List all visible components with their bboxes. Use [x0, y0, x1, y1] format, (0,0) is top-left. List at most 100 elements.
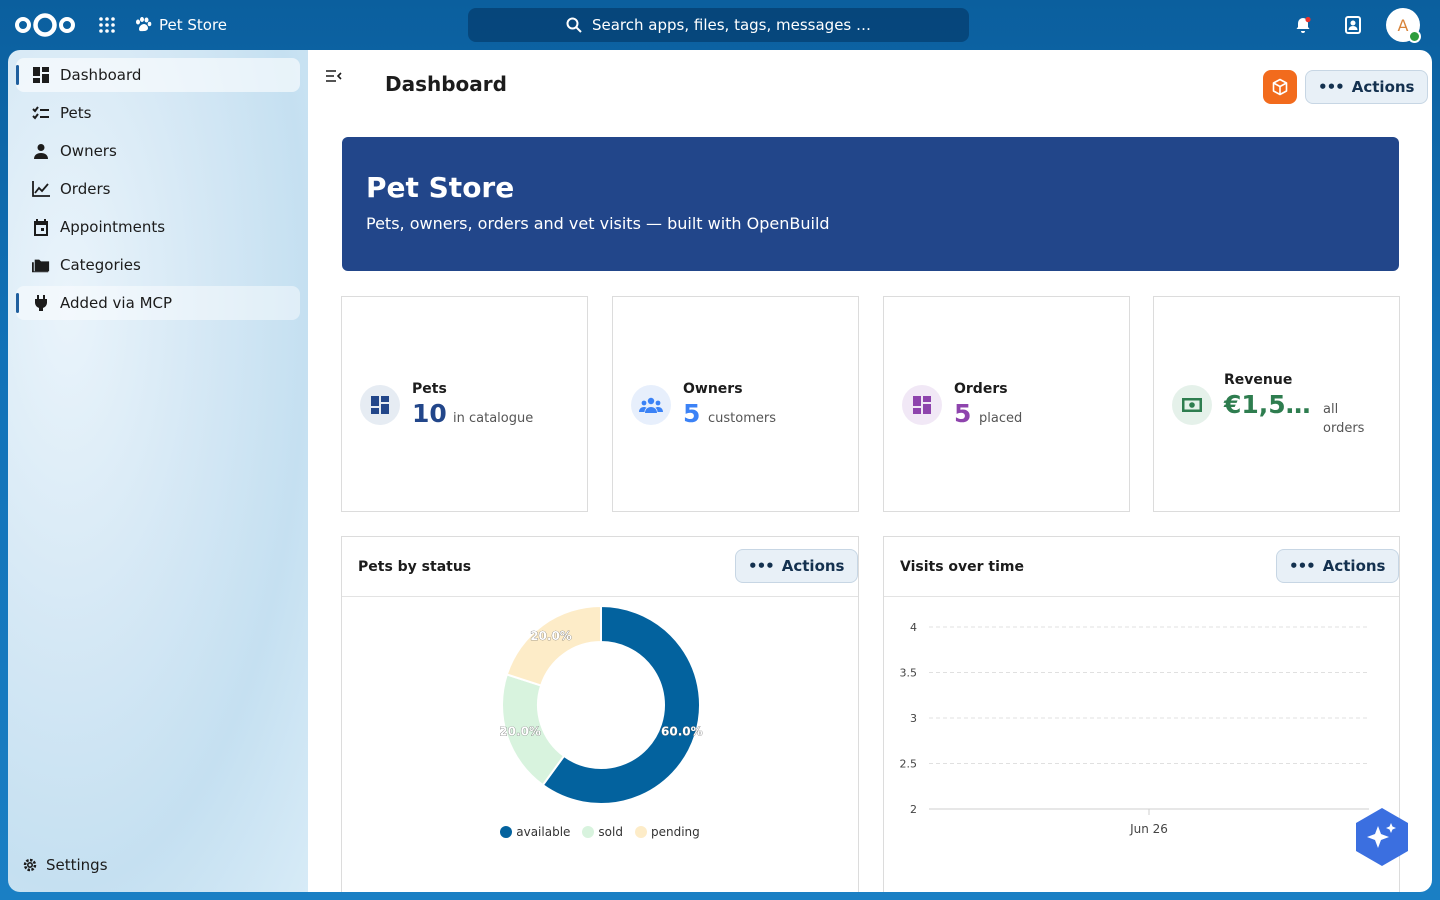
y-tick-label: 4: [910, 621, 917, 634]
stat-value: 5: [954, 399, 972, 428]
sidebar-item-label: Pets: [60, 104, 92, 122]
donut-data-label: 60.0%: [661, 724, 703, 738]
sidebar-item-label: Categories: [60, 256, 141, 274]
y-tick-label: 2: [910, 803, 917, 816]
actions-label: Actions: [1322, 557, 1386, 575]
legend-swatch: [634, 826, 647, 838]
y-tick-label: 3.5: [900, 667, 918, 680]
bell-icon: [1296, 16, 1311, 33]
panel-actions-button[interactable]: ••• Actions: [735, 549, 858, 583]
stat-card-owners: Owners 5 customers: [612, 296, 859, 512]
panel-divider: [342, 596, 858, 597]
sidebar-item-pets[interactable]: Pets: [16, 96, 300, 130]
plug-icon: [32, 294, 50, 312]
more-dots-icon: •••: [1289, 557, 1316, 575]
donut-slice-pending[interactable]: [505, 604, 602, 687]
sidebar-item-label: Added via MCP: [60, 294, 173, 312]
y-tick-label: 3: [910, 712, 917, 725]
hero-title: Pet Store: [366, 171, 515, 204]
contacts-button[interactable]: [1341, 13, 1365, 37]
paw-icon: [136, 17, 152, 32]
notifications-button[interactable]: [1291, 13, 1315, 37]
grid-tile-icon: [360, 385, 400, 425]
stat-card-pets: Pets 10 in catalogue: [341, 296, 588, 512]
calendar-icon: [32, 218, 50, 236]
assistant-sparkle-button[interactable]: [1356, 808, 1408, 866]
settings-button[interactable]: Settings: [22, 856, 108, 874]
panel-actions-button[interactable]: ••• Actions: [1276, 549, 1399, 583]
apps-grid-icon[interactable]: [98, 16, 116, 34]
stat-card-revenue: Revenue €1,5… all orders: [1153, 296, 1400, 512]
stat-value: 10: [412, 399, 447, 428]
current-app-link[interactable]: Pet Store: [134, 13, 227, 37]
stat-label: Owners: [683, 381, 743, 397]
people-icon: [631, 385, 671, 425]
actions-label: Actions: [1351, 78, 1415, 96]
sidebar-item-label: Appointments: [60, 218, 166, 236]
cube-icon: [1272, 78, 1288, 96]
app-builder-button[interactable]: [1263, 70, 1297, 104]
line-chart: 4 3.5 3 2.5 2 Jun 26: [900, 621, 1369, 836]
unified-search[interactable]: Search apps, files, tags, messages …: [468, 8, 969, 42]
donut-data-label: 20.0%: [499, 724, 541, 738]
avatar-initial: A: [1397, 15, 1409, 35]
actions-label: Actions: [781, 557, 845, 575]
chart-legend: available sold pending: [342, 825, 858, 839]
legend-item[interactable]: sold: [582, 825, 623, 839]
contacts-icon: [1345, 16, 1361, 34]
search-placeholder: Search apps, files, tags, messages …: [591, 16, 872, 34]
stat-value: 5: [683, 399, 701, 428]
app-name-label: Pet Store: [159, 16, 228, 34]
cash-icon: [1172, 385, 1212, 425]
legend-item[interactable]: pending: [634, 825, 700, 839]
toggle-navigation-icon[interactable]: [324, 66, 344, 86]
panel-title: Pets by status: [358, 559, 472, 575]
legend-swatch: [500, 826, 513, 838]
dashboard-icon: [32, 66, 50, 84]
sidebar-item-label: Dashboard: [60, 66, 142, 84]
donut-chart: 60.0% 20.0% 20.0%: [499, 604, 703, 805]
stat-value: €1,5…: [1224, 390, 1311, 419]
search-icon: [566, 17, 582, 33]
legend-swatch: [582, 826, 595, 838]
person-icon: [32, 142, 50, 160]
sidebar-item-orders[interactable]: Orders: [16, 172, 300, 206]
more-dots-icon: •••: [1318, 78, 1345, 96]
hero-banner: Pet Store Pets, owners, orders and vet v…: [342, 137, 1399, 271]
online-status-icon: [1408, 30, 1421, 43]
gear-icon: [23, 858, 37, 872]
sidebar-item-owners[interactable]: Owners: [16, 134, 300, 168]
stat-label: Revenue: [1224, 372, 1293, 388]
x-tick-label: Jun 26: [1129, 822, 1168, 836]
settings-label: Settings: [46, 856, 108, 874]
sidebar-item-added-via-mcp[interactable]: Added via MCP: [16, 286, 300, 320]
folder-icon: [32, 256, 50, 274]
active-indicator: [16, 65, 19, 85]
checklist-icon: [32, 104, 50, 122]
hero-subtitle: Pets, owners, orders and vet visits — bu…: [366, 214, 830, 233]
active-indicator: [16, 293, 19, 313]
top-bar: Pet Store Search apps, files, tags, mess…: [0, 0, 1440, 50]
stat-label: Orders: [954, 381, 1008, 397]
sidebar-item-appointments[interactable]: Appointments: [16, 210, 300, 244]
stat-sub: customers: [708, 411, 776, 426]
sidebar-item-label: Orders: [60, 180, 111, 198]
sidebar-item-categories[interactable]: Categories: [16, 248, 300, 282]
legend-item[interactable]: available: [500, 825, 570, 839]
donut-data-label: 20.0%: [530, 629, 572, 643]
panel-title: Visits over time: [900, 559, 1025, 575]
user-avatar[interactable]: A: [1386, 8, 1421, 43]
more-dots-icon: •••: [748, 557, 775, 575]
sparkle-icon: [1367, 823, 1396, 848]
page-title: Dashboard: [385, 72, 507, 96]
donut-slice-available[interactable]: [541, 604, 701, 805]
grid-tile-icon: [902, 385, 942, 425]
page-actions-button[interactable]: ••• Actions: [1305, 70, 1428, 104]
main-content: Dashboard ••• Actions Pet Store Pets, ow…: [308, 50, 1432, 892]
stat-sub: all orders: [1323, 402, 1365, 436]
stat-card-orders: Orders 5 placed: [883, 296, 1130, 512]
legend-label: sold: [598, 825, 623, 839]
nextcloud-logo-icon[interactable]: [14, 11, 76, 39]
sidebar-item-dashboard[interactable]: Dashboard: [16, 58, 300, 92]
y-tick-label: 2.5: [900, 758, 918, 771]
